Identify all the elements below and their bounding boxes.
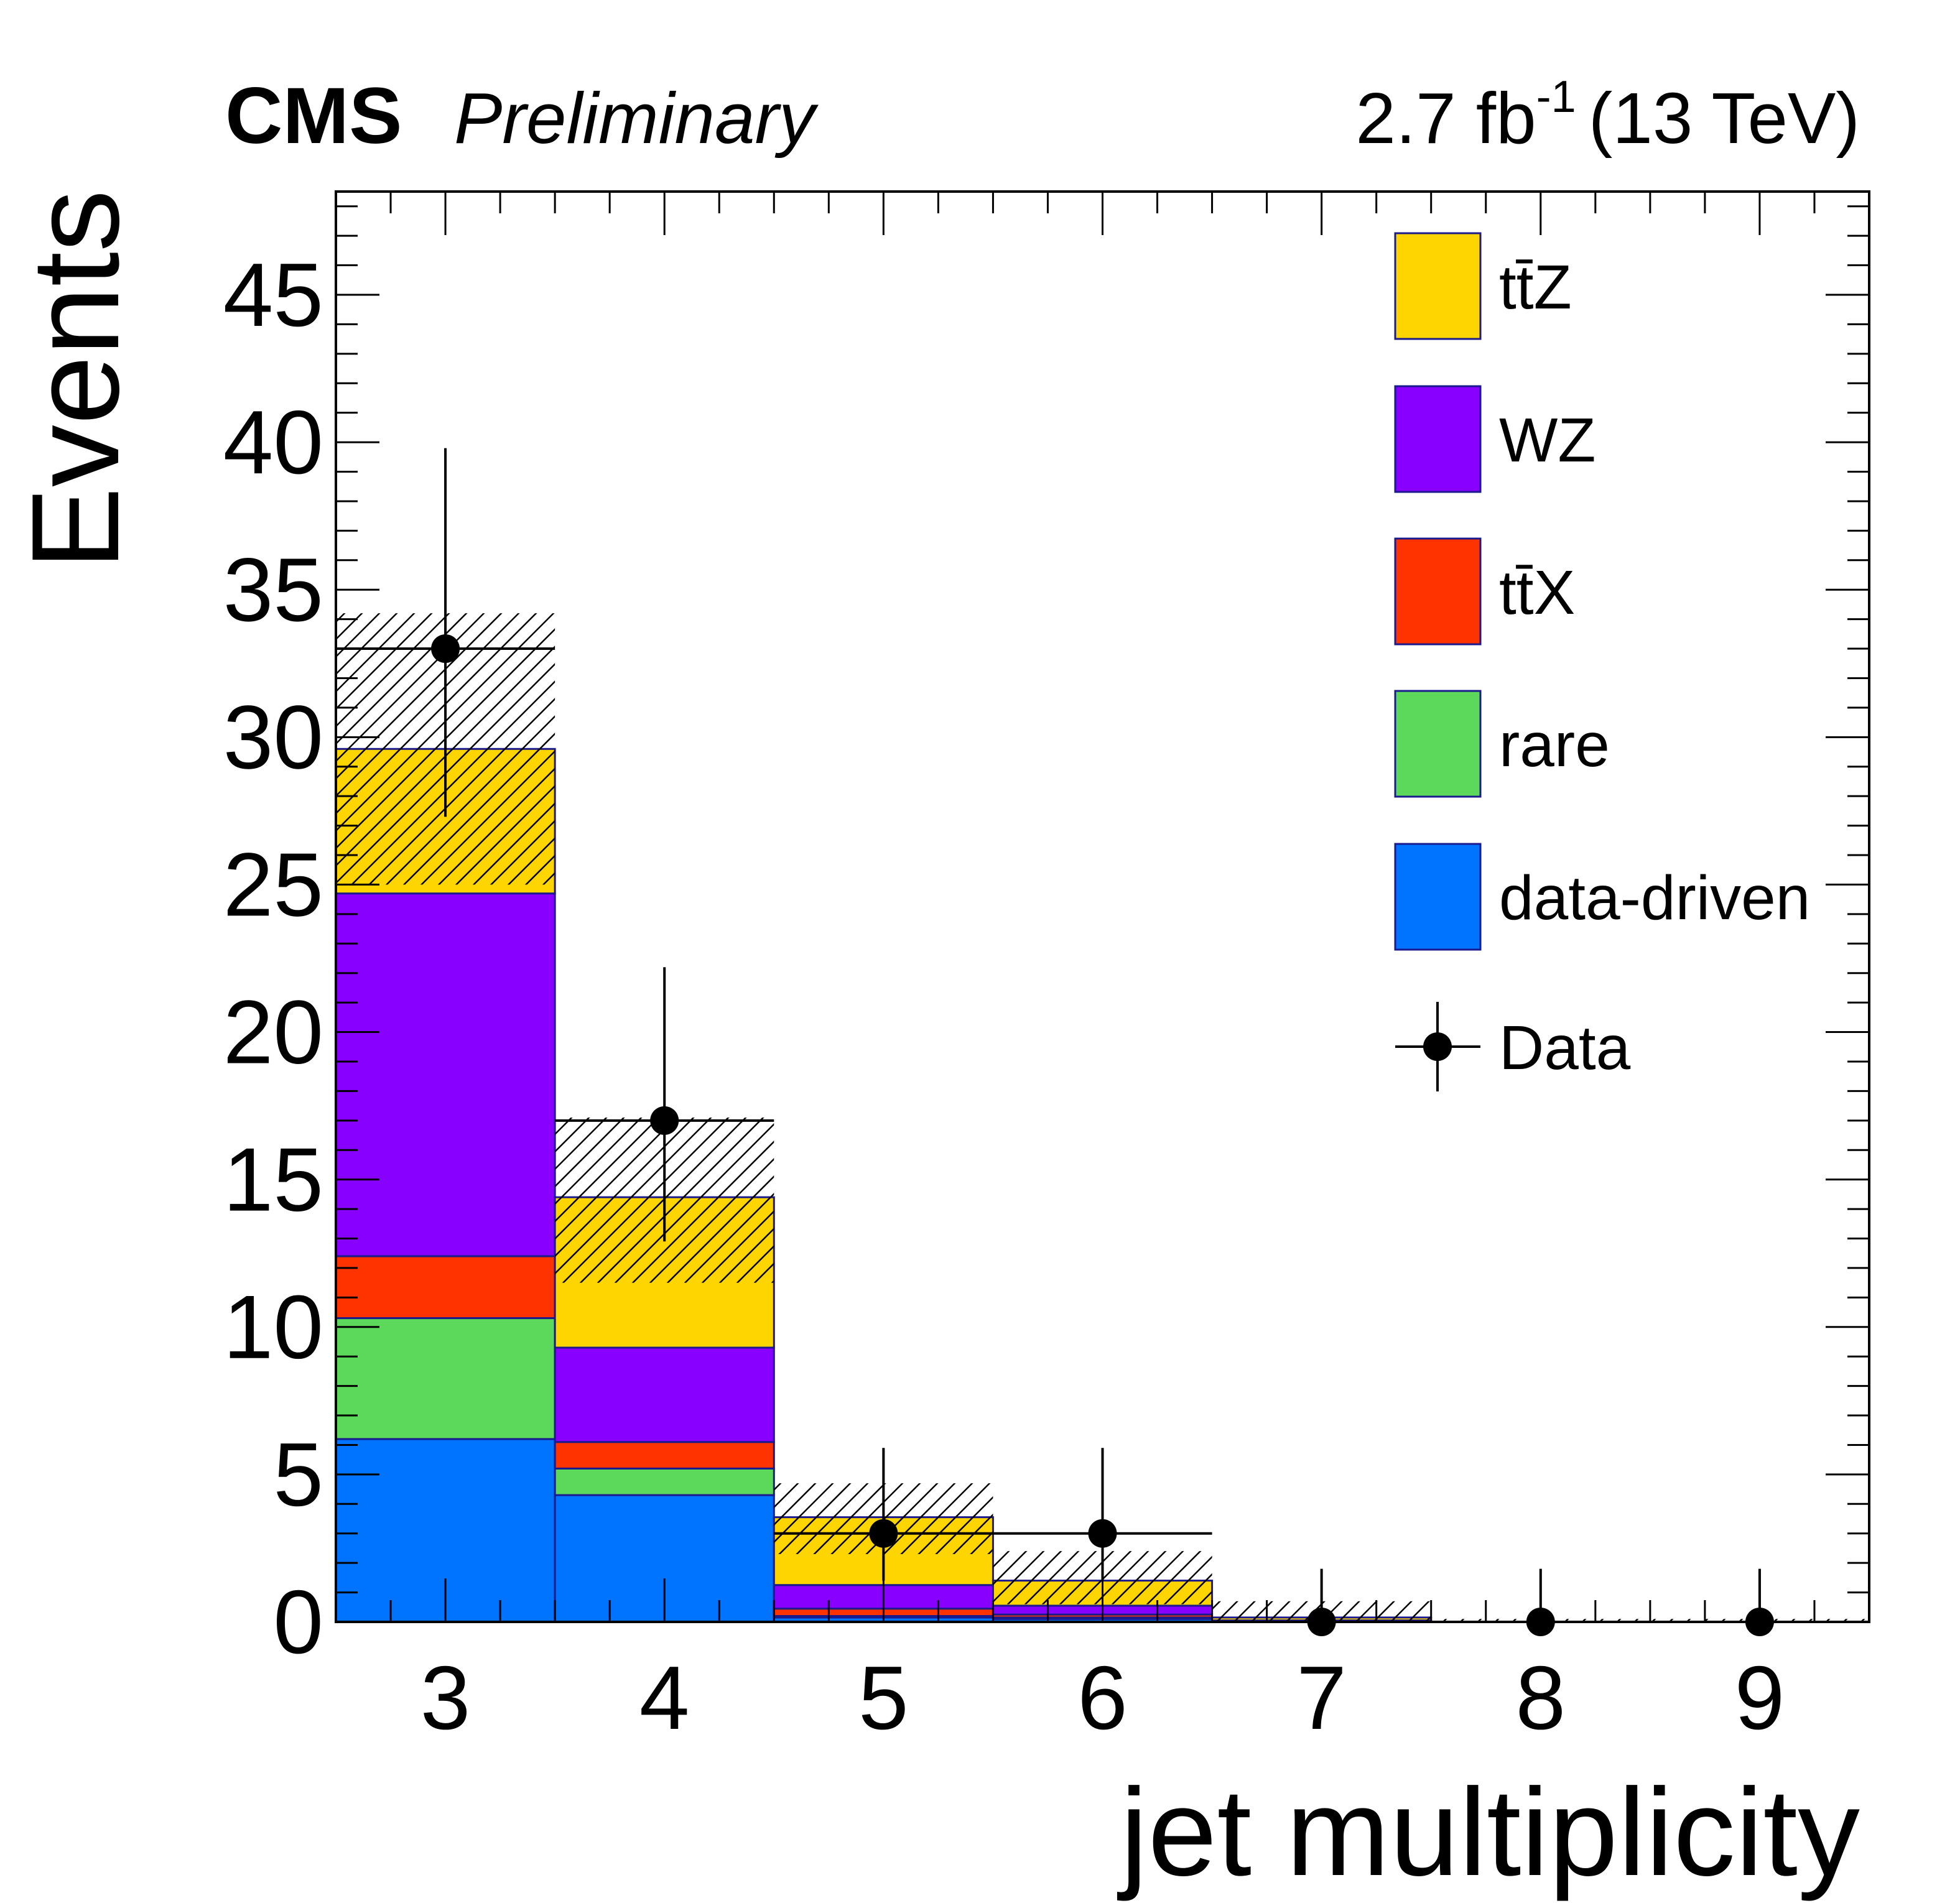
y-tick-label: 45 [223,244,323,345]
y-tick-label: 40 [223,392,323,493]
lumi-label: 2.7 fb-1 (13 TeV) [1355,72,1860,159]
x-tick-label: 3 [420,1647,471,1748]
status-label: Preliminary [454,78,819,159]
y-tick-label: 25 [223,834,323,935]
legend: tt̄Z WZ tt̄X rare data-driven Data [1394,232,1810,1091]
legend-label: WZ [1499,405,1595,475]
x-tick-label: 4 [639,1647,690,1748]
legend-swatch [1394,843,1482,951]
bar-ttx-3 [335,1255,556,1320]
data-point-5 [869,1519,898,1548]
bar-rare-4 [554,1467,775,1496]
x-tick-label: 9 [1735,1647,1785,1748]
legend-swatch [1394,385,1482,493]
x-tick-label: 6 [1077,1647,1128,1748]
axis-ticks [335,192,1870,1623]
legend-swatch [1394,232,1482,340]
legend-swatch [1394,537,1482,646]
y-axis-label: Events [6,190,145,570]
data-point-6 [1088,1519,1117,1548]
legend-label: rare [1499,710,1610,780]
legend-label: tt̄X [1499,558,1575,627]
lumi-energy: (13 TeV) [1589,78,1860,159]
y-tick-label: 5 [273,1424,323,1525]
data-point-4 [650,1106,679,1135]
data-point-3 [431,634,460,664]
legend-label: Data [1499,1013,1631,1083]
bar-wz-3 [335,892,556,1257]
bar-ttx-4 [554,1441,775,1470]
y-tick-label: 0 [273,1572,323,1672]
x-axis-label: jet multiplicity [1117,1763,1860,1902]
y-tick-label: 15 [223,1129,323,1230]
x-tick-label: 8 [1515,1647,1566,1748]
legend-label: tt̄Z [1499,252,1572,322]
y-tick-label: 10 [223,1277,323,1377]
bar-wz-4 [554,1346,775,1443]
x-tick-label: 5 [858,1647,909,1748]
bar-rare-3 [335,1317,556,1440]
y-tick-label: 35 [223,539,323,640]
legend-swatch [1394,690,1482,798]
legend-data-marker [1423,1032,1452,1061]
lumi-exponent: -1 [1536,72,1576,122]
legend-label: data-driven [1499,863,1810,933]
x-tick-label: 7 [1296,1647,1347,1748]
y-tick-label: 20 [223,982,323,1083]
lumi-value: 2.7 fb [1355,78,1536,159]
experiment-label: CMS [225,72,402,160]
y-tick-label: 30 [223,687,323,787]
